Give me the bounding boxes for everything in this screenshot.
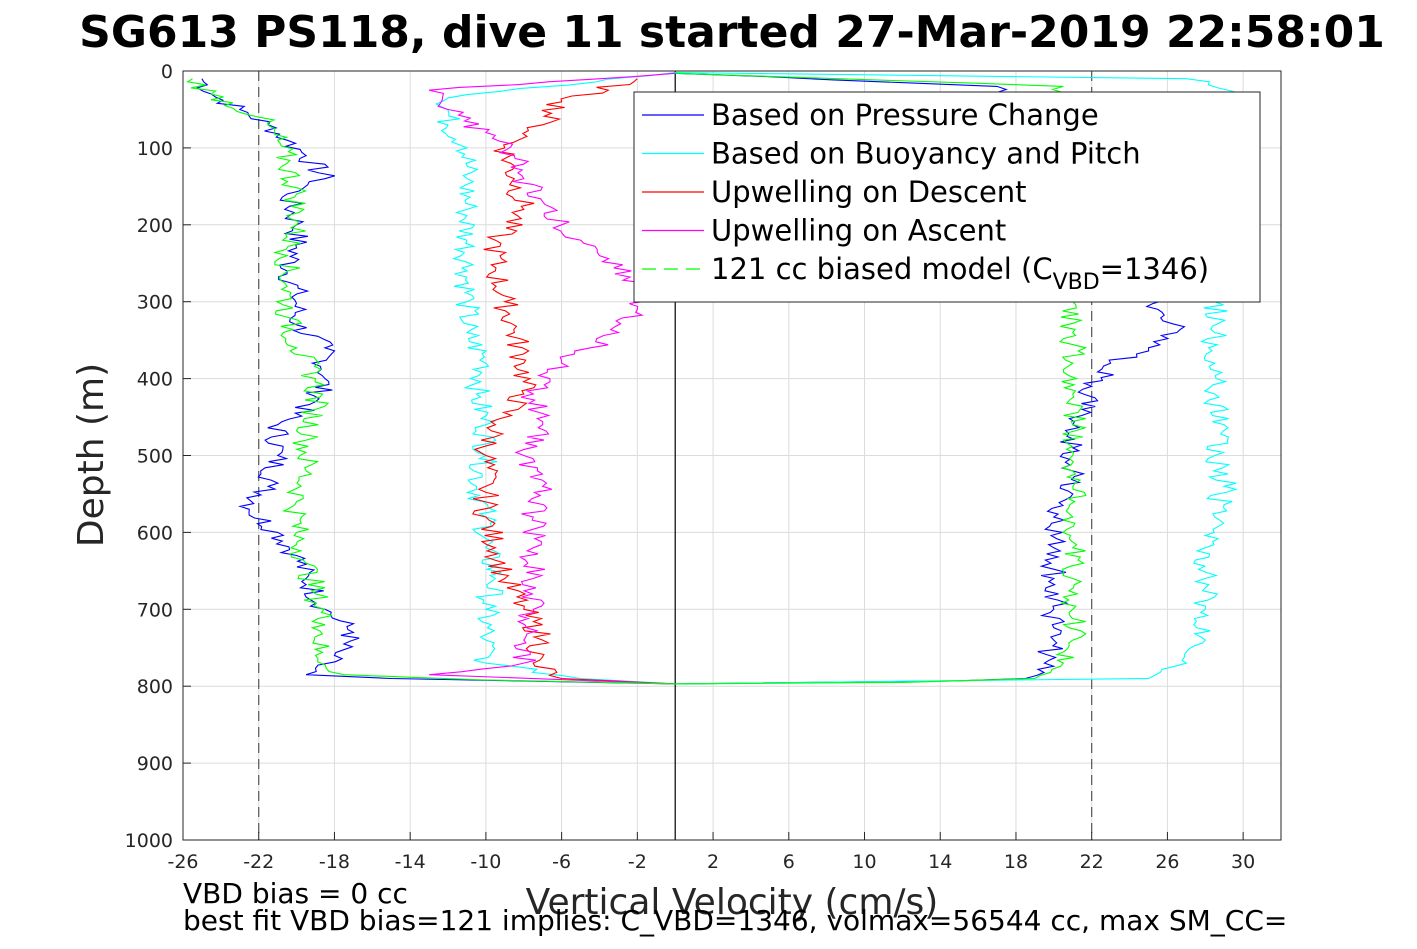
x-tick-label: 2 [707,851,719,873]
legend-label: Upwelling on Ascent [711,214,1006,248]
x-tick-label: 14 [928,851,952,873]
x-tick-label: -6 [552,851,571,873]
x-tick-label: 18 [1004,851,1028,873]
legend-box [633,91,1261,303]
x-tick-label: -22 [243,851,274,873]
tick-layer: -26 -22 -18 -14 -10 -6 -2 2 6 10 14 18 22 26 300100200… [125,61,1256,873]
legend-label: Upwelling on Descent [711,175,1027,209]
x-tick-label: 6 [783,851,795,873]
y-tick-label: 400 [137,369,173,391]
x-tick-label: -14 [395,851,426,873]
legend-label: Based on Buoyancy and Pitch [711,137,1141,171]
series-line-based-on-pressure-change-descent [196,78,676,685]
x-tick-label: 10 [852,851,876,873]
legend-label: Based on Pressure Change [711,98,1099,132]
y-tick-label: 100 [137,138,173,160]
x-tick-label: 22 [1080,851,1104,873]
x-tick-label: -10 [470,851,501,873]
y-tick-label: 1000 [125,830,173,852]
y-tick-label: 200 [137,215,173,237]
y-tick-label: 300 [137,292,173,314]
legend: Based on Pressure Change Based on Buoyanc… [633,91,1261,303]
y-tick-label: 600 [137,522,173,544]
footer-text-fit: best fit VBD bias=121 implies: C_VBD=134… [183,904,1287,937]
x-tick-label: 26 [1155,851,1179,873]
x-tick-label: -2 [628,851,647,873]
y-tick-label: 700 [137,599,173,621]
footer-text-bias: VBD bias = 0 cc [183,877,408,910]
series-line-121-cc-biased-model-c-vbd-1346--descent [186,78,676,685]
y-axis-label: Depth (m) [71,363,112,547]
y-tick-label: 900 [137,753,173,775]
x-tick-label: 30 [1231,851,1255,873]
chart-title: SG613 PS118, dive 11 started 27-Mar-2019… [79,7,1385,58]
series-line-upwelling-on-descent-descent [471,78,676,685]
y-tick-label: 800 [137,676,173,698]
x-tick-label: -26 [167,851,198,873]
x-tick-label: -18 [319,851,350,873]
y-tick-label: 0 [161,61,173,83]
series-line-based-on-buoyancy-and-pitch-descent [435,71,676,685]
x-axis-label: Vertical Velocity (cm/s) [526,882,939,923]
y-tick-label: 500 [137,446,173,468]
series-line-upwelling-on-ascent-ascent [428,72,676,685]
